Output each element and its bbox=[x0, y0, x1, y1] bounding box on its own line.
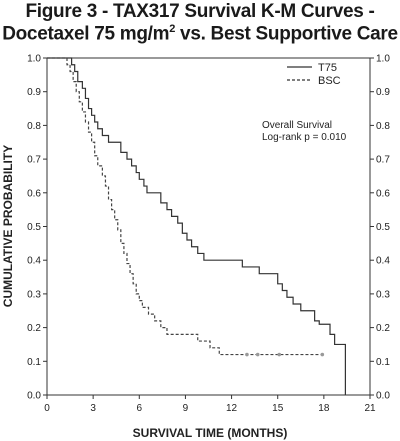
y-tick-label-right: 0.6 bbox=[376, 188, 390, 199]
y-tick-label-left: 1.0 bbox=[27, 54, 41, 65]
chart-subtitle: Docetaxel 75 mg/m2 vs. Best Supportive C… bbox=[0, 23, 400, 45]
x-tick-label: 9 bbox=[183, 403, 189, 414]
y-tick-label-right: 0.2 bbox=[376, 323, 390, 334]
x-tick-label: 21 bbox=[364, 403, 376, 414]
annotation-logrank: Log-rank p = 0.010 bbox=[262, 132, 347, 143]
x-axis-label: SURVIVAL TIME (MONTHS) bbox=[133, 426, 288, 440]
y-tick-label-left: 0.2 bbox=[27, 323, 41, 334]
censor-marks bbox=[245, 352, 325, 357]
y-tick-label-left: 0.8 bbox=[27, 121, 41, 132]
x-tick-label: 3 bbox=[90, 403, 96, 414]
y-axis-left: 0.0 0.1 0.2 0.3 0.4 0.5 0.6 0.7 0.8 0.9 1.0 bbox=[27, 54, 47, 402]
legend-label-t75: T75 bbox=[318, 62, 337, 74]
annotation-overall-survival: Overall Survival bbox=[262, 120, 332, 131]
series-bsc-line bbox=[47, 57, 324, 356]
y-tick-label-right: 0.1 bbox=[376, 357, 390, 368]
chart-title: Figure 3 - TAX317 Survival K-M Curves - bbox=[25, 1, 375, 22]
y-tick-label-left: 0.7 bbox=[27, 155, 41, 166]
y-tick-label-right: 0.9 bbox=[376, 87, 390, 98]
y-tick-label-left: 0.3 bbox=[27, 289, 41, 300]
y-tick-label-left: 0.1 bbox=[27, 357, 41, 368]
subtitle-part-rest: vs. Best Supportive Care bbox=[175, 23, 398, 45]
y-tick-label-right: 0.0 bbox=[376, 391, 390, 402]
subtitle-part-main: Docetaxel 75 mg/m bbox=[2, 23, 170, 45]
x-tick-label: 15 bbox=[272, 403, 284, 414]
plot-frame bbox=[46, 57, 371, 396]
y-tick-label-right: 0.3 bbox=[376, 289, 390, 300]
x-tick-label: 18 bbox=[318, 403, 330, 414]
survival-curves bbox=[47, 57, 346, 395]
y-axis-label: CUMULATIVE PROBABILITY bbox=[1, 145, 15, 307]
y-tick-label-right: 0.5 bbox=[376, 222, 390, 233]
legend-label-bsc: BSC bbox=[318, 75, 341, 87]
x-axis: 0 3 6 9 12 15 18 21 bbox=[44, 395, 376, 414]
series-t75-line bbox=[47, 57, 346, 395]
y-axis-right: 0.0 0.1 0.2 0.3 0.4 0.5 0.6 0.7 0.8 0.9 1.0 bbox=[370, 54, 390, 402]
y-tick-label-left: 0.5 bbox=[27, 222, 41, 233]
legend: T75 BSC bbox=[287, 62, 341, 87]
y-tick-label-right: 1.0 bbox=[376, 54, 390, 65]
censor-mark-bsc bbox=[245, 352, 249, 357]
y-tick-label-right: 0.8 bbox=[376, 121, 390, 132]
x-tick-label: 6 bbox=[137, 403, 143, 414]
y-tick-label-right: 0.7 bbox=[376, 155, 390, 166]
subtitle-superscript: 2 bbox=[169, 23, 176, 35]
censor-mark-bsc bbox=[320, 352, 325, 357]
y-tick-label-left: 0.9 bbox=[27, 87, 41, 98]
y-tick-label-right: 0.4 bbox=[376, 256, 390, 267]
y-tick-label-left: 0.6 bbox=[27, 188, 41, 199]
y-tick-label-left: 0.0 bbox=[27, 391, 41, 402]
censor-mark-bsc bbox=[255, 352, 260, 357]
x-tick-label: 12 bbox=[226, 403, 238, 414]
y-tick-label-left: 0.4 bbox=[27, 256, 41, 267]
censor-mark-bsc bbox=[277, 352, 282, 357]
x-tick-label: 0 bbox=[44, 403, 50, 414]
